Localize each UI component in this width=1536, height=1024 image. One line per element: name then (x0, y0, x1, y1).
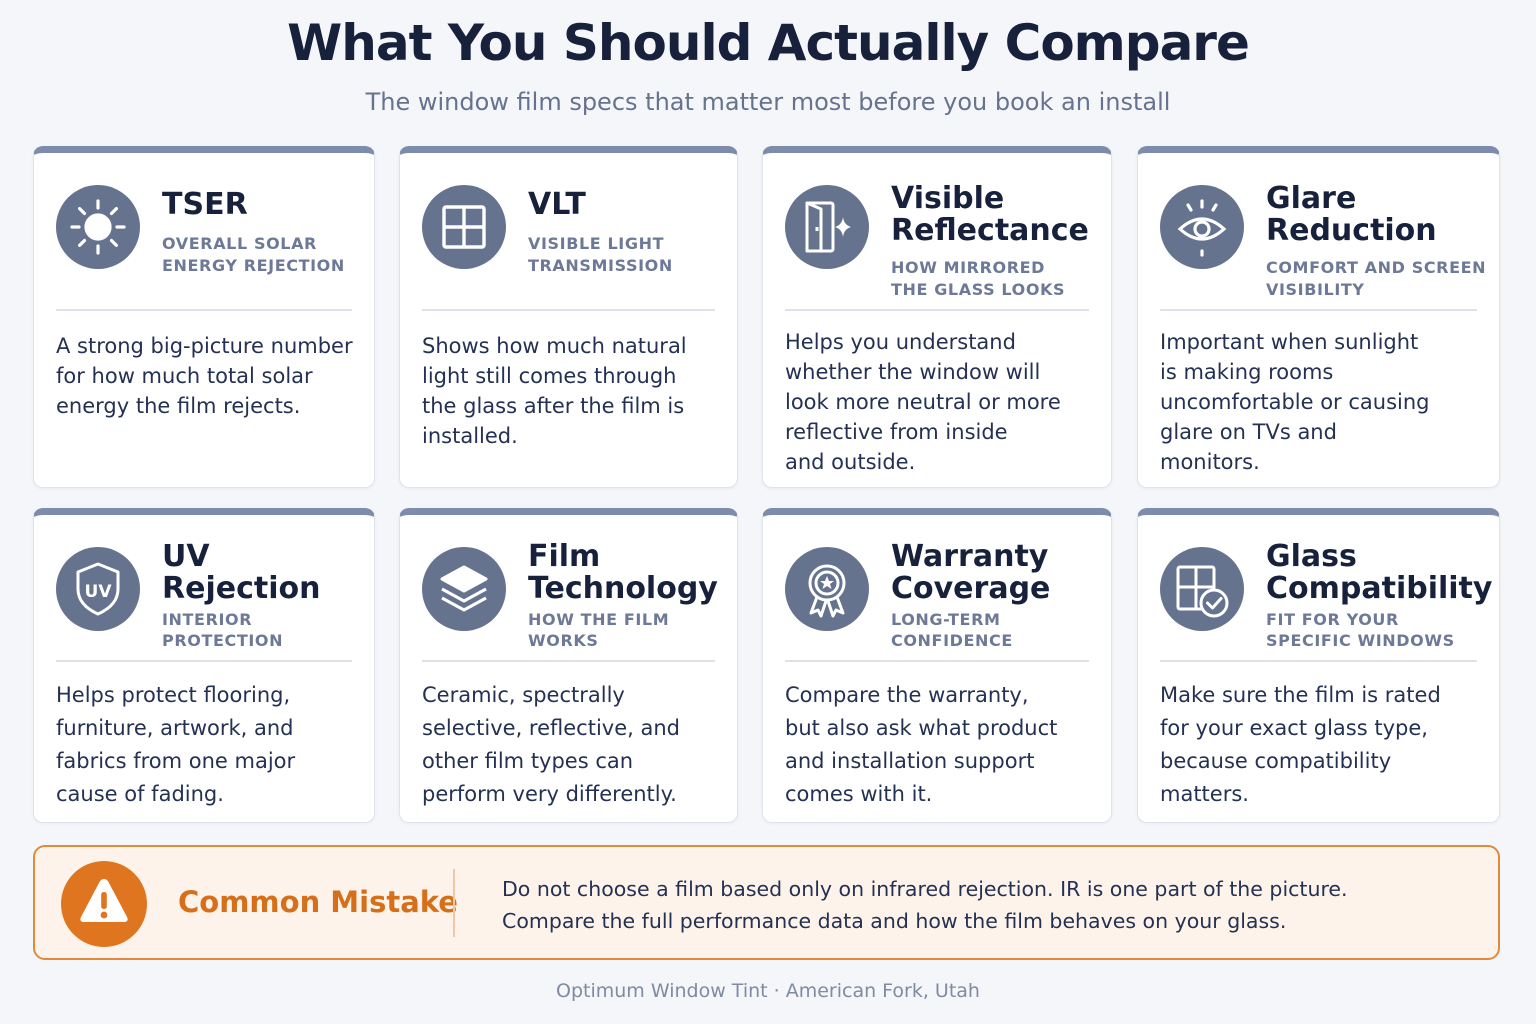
card-subtitle: COMFORT AND SCREEN VISIBILITY (1266, 258, 1487, 299)
card-description: Helps protect flooring, furniture, artwo… (56, 683, 296, 806)
uv-shield-icon: UV (56, 547, 140, 631)
card-divider (56, 660, 352, 662)
card-header: Visible Reflectance HOW MIRRORED THE GLA… (891, 183, 1101, 301)
footer-credit: Optimum Window Tint · American Fork, Uta… (556, 980, 980, 1002)
card-divider (56, 309, 352, 311)
card-film-technology: Film Technology HOW THE FILM WORKS Ceram… (399, 508, 738, 823)
card-description: A strong big-picture number for how much… (56, 334, 353, 418)
card-uv-rejection: UV UV Rejection INTERIOR PROTECTION Help… (33, 508, 375, 823)
card-header: UV Rejection INTERIOR PROTECTION (162, 541, 364, 651)
card-divider (785, 309, 1089, 311)
card-header: VLT VISIBLE LIGHT TRANSMISSION (528, 189, 727, 277)
card-vlt: VLT VISIBLE LIGHT TRANSMISSION Shows how… (399, 146, 738, 488)
card-description: Compare the warranty, but also ask what … (785, 683, 1058, 806)
page-subtitle: The window film specs that matter most b… (365, 88, 1171, 116)
common-mistake-text: Do not choose a film based only on infra… (502, 877, 1348, 933)
card-subtitle: OVERALL SOLAR ENERGY REJECTION (162, 234, 345, 275)
common-mistake-label: Common Mistake (178, 885, 458, 919)
warning-icon (61, 861, 147, 947)
card-title: Glass Compatibility (1266, 539, 1493, 606)
card-header: Glass Compatibility FIT FOR YOUR SPECIFI… (1266, 539, 1493, 651)
card-title: VLT (528, 187, 586, 222)
card-warranty-coverage: Warranty Coverage LONG-TERM CONFIDENCE C… (762, 508, 1112, 823)
card-header: Film Technology HOW THE FILM WORKS (528, 541, 727, 651)
card-subtitle: INTERIOR PROTECTION (162, 610, 284, 650)
card-description: Helps you understand whether the window … (785, 330, 1061, 474)
card-description: Important when sunlight is making rooms … (1160, 330, 1430, 474)
common-mistake-callout: Common Mistake Do not choose a film base… (33, 845, 1500, 960)
card-glare-reduction: Glare Reduction COMFORT AND SCREEN VISIB… (1137, 146, 1500, 488)
window-grid-icon (422, 185, 506, 269)
callout-divider (453, 869, 455, 937)
page-title: What You Should Actually Compare (287, 14, 1250, 72)
sun-icon (56, 185, 140, 269)
card-title: Film Technology (528, 539, 718, 606)
card-divider (1160, 309, 1477, 311)
card-title: Glare Reduction (1266, 181, 1437, 248)
card-glass-compatibility: Glass Compatibility FIT FOR YOUR SPECIFI… (1137, 508, 1500, 823)
card-title: Warranty Coverage (891, 539, 1051, 606)
card-divider (785, 660, 1089, 662)
card-subtitle: HOW THE FILM WORKS (528, 610, 670, 650)
card-subtitle: FIT FOR YOUR SPECIFIC WINDOWS (1266, 610, 1455, 650)
card-title: Visible Reflectance (891, 181, 1089, 248)
layers-icon (422, 547, 506, 631)
window-check-icon (1160, 547, 1244, 631)
card-subtitle: VISIBLE LIGHT TRANSMISSION (528, 234, 673, 275)
card-header: TSER OVERALL SOLAR ENERGY REJECTION (162, 189, 364, 277)
card-title: UV Rejection (162, 539, 321, 606)
card-subtitle: LONG-TERM CONFIDENCE (891, 610, 1013, 650)
eye-icon (1160, 185, 1244, 269)
card-description: Shows how much natural light still comes… (422, 334, 687, 448)
card-header: Glare Reduction COMFORT AND SCREEN VISIB… (1266, 183, 1489, 301)
award-ribbon-icon (785, 547, 869, 631)
card-description: Make sure the film is rated for your exa… (1160, 683, 1441, 806)
card-tser: TSER OVERALL SOLAR ENERGY REJECTION A st… (33, 146, 375, 488)
card-header: Warranty Coverage LONG-TERM CONFIDENCE (891, 541, 1101, 651)
card-subtitle: HOW MIRRORED THE GLASS LOOKS (891, 258, 1066, 299)
card-divider (422, 660, 715, 662)
card-divider (422, 309, 715, 311)
mirror-sparkle-icon (785, 185, 869, 269)
card-description: Ceramic, spectrally selective, reflectiv… (422, 683, 680, 806)
card-divider (1160, 660, 1477, 662)
card-visible-reflectance: Visible Reflectance HOW MIRRORED THE GLA… (762, 146, 1112, 488)
svg-text:UV: UV (85, 582, 113, 602)
card-title: TSER (162, 187, 248, 222)
